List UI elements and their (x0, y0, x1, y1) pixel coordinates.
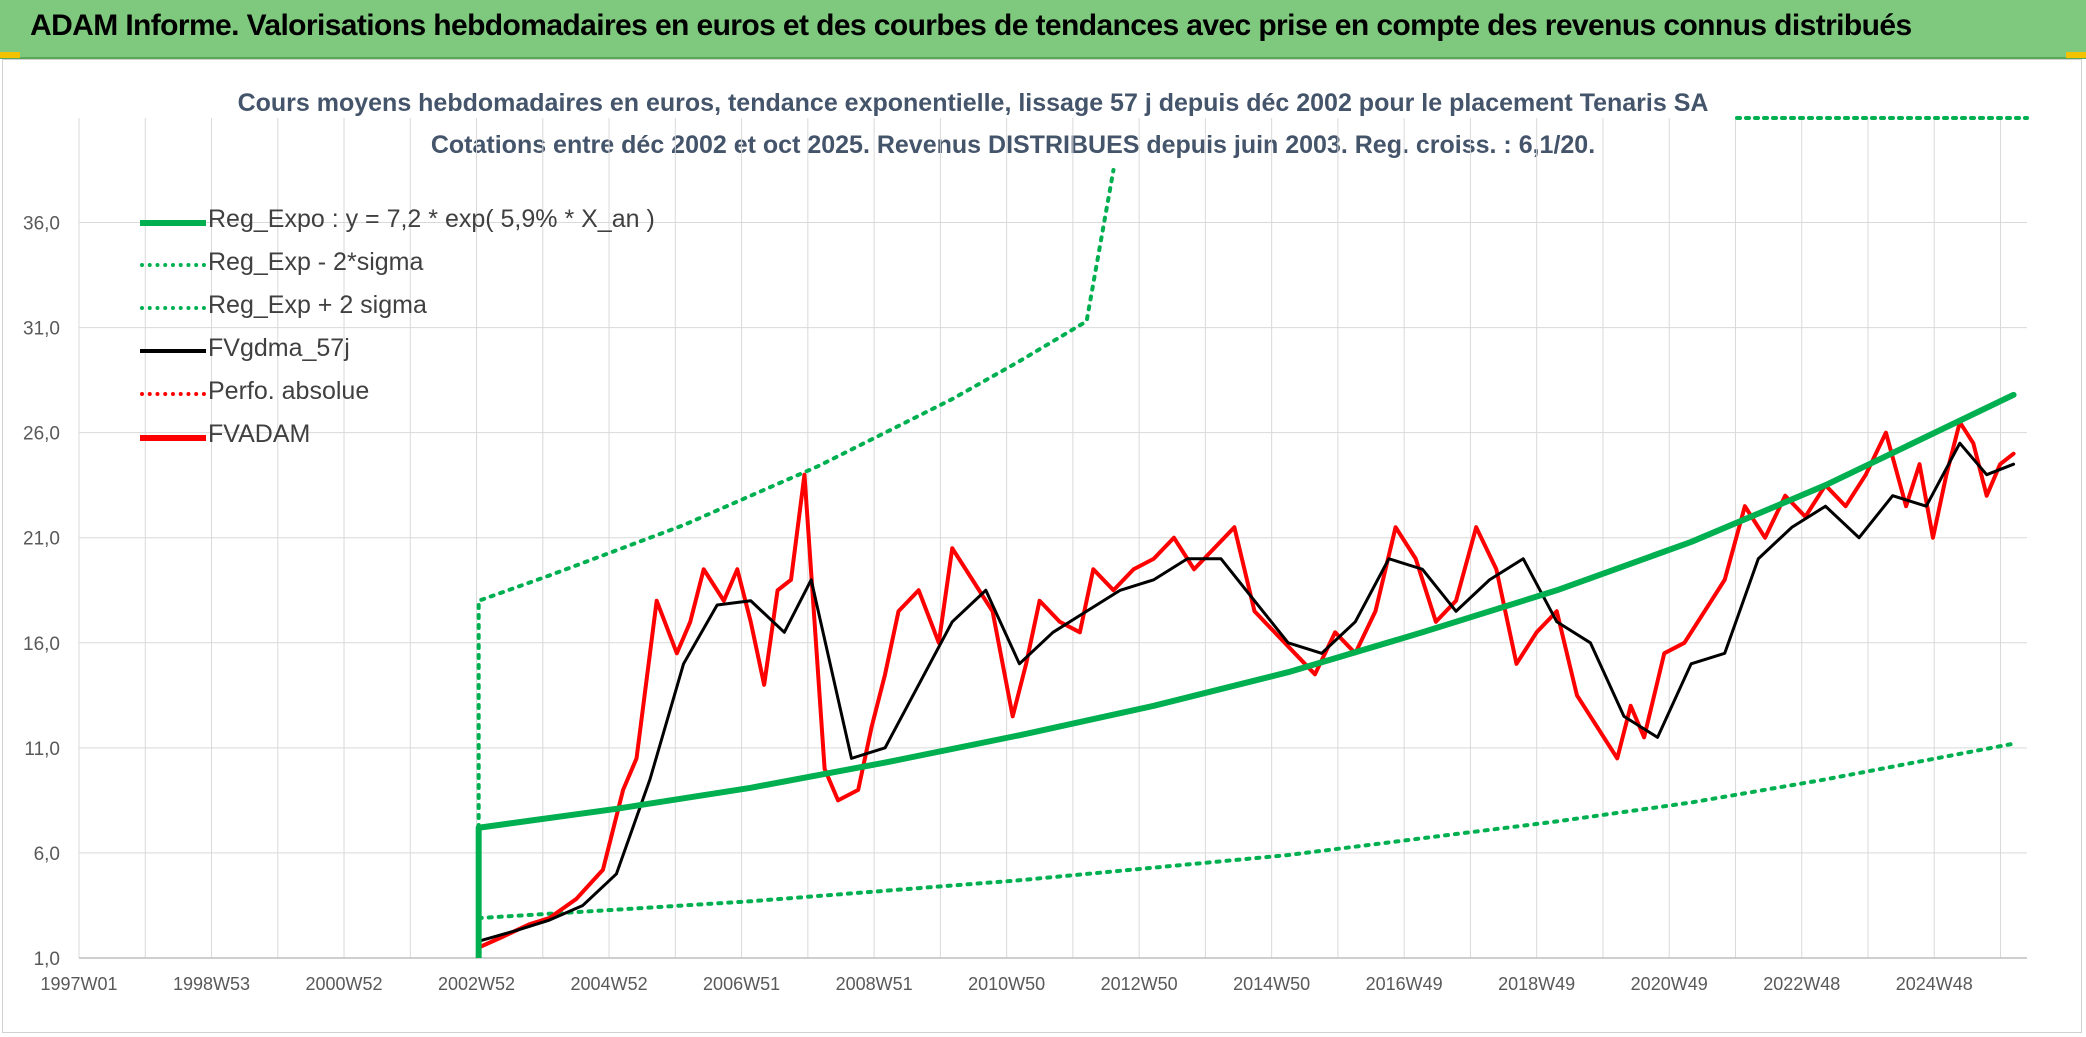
legend-label: Perfo. absolue (208, 377, 370, 405)
x-tick-label: 2016W49 (1366, 974, 1443, 994)
x-tick-label: 1997W01 (40, 974, 117, 994)
x-tick-label: 2010W50 (968, 974, 1045, 994)
x-tick-label: 2006W51 (703, 974, 780, 994)
y-tick-label: 21,0 (23, 529, 60, 550)
reg-exp-plus-2sigma-line (476, 168, 1116, 958)
reg-exp-minus-2sigma-line (476, 741, 2016, 958)
x-tick-label: 2002W52 (438, 974, 515, 994)
legend-label: Reg_Expo : y = 7,2 * exp( 5,9% * X_an ) (208, 205, 655, 233)
x-tick-label: 2024W48 (1896, 974, 1973, 994)
legend-swatch (140, 435, 206, 441)
legend-swatch (140, 263, 206, 267)
y-tick-label: 6,0 (34, 844, 60, 865)
chart-frame (2, 59, 2082, 1033)
legend-label: FVADAM (208, 420, 311, 448)
x-tick-label: 2008W51 (836, 974, 913, 994)
y-tick-label: 26,0 (23, 424, 60, 445)
legend-swatch (140, 306, 206, 310)
x-tick-label: 2004W52 (571, 974, 648, 994)
fvgdma-57j-line (477, 441, 2016, 943)
legend-swatch (140, 220, 206, 226)
x-tick-label: 2014W50 (1233, 974, 1310, 994)
x-tick-label: 2000W52 (306, 974, 383, 994)
legend-label: Reg_Exp + 2 sigma (208, 291, 427, 319)
x-tick-label: 2020W49 (1631, 974, 1708, 994)
x-tick-label: 1998W53 (173, 974, 250, 994)
y-tick-label: 16,0 (23, 634, 60, 655)
report-banner: ADAM Informe. Valorisations hebdomadaire… (0, 0, 2086, 59)
chart-title: Cours moyens hebdomadaires en euros, ten… (237, 89, 1709, 117)
legend-label: Reg_Exp - 2*sigma (208, 248, 424, 276)
x-tick-label: 2012W50 (1101, 974, 1178, 994)
y-tick-label: 31,0 (23, 319, 60, 340)
x-tick-label: 2022W48 (1763, 974, 1840, 994)
y-tick-label: 36,0 (23, 214, 60, 235)
corner-mark-left (0, 52, 20, 58)
legend-swatch (140, 349, 206, 353)
report-banner-title: ADAM Informe. Valorisations hebdomadaire… (30, 9, 1912, 42)
y-tick-label: 1,0 (34, 949, 60, 970)
legend-swatch (140, 392, 206, 396)
chart-subtitle: Cotations entre déc 2002 et oct 2025. Re… (430, 131, 1596, 159)
x-tick-label: 2018W49 (1498, 974, 1575, 994)
legend-label: FVgdma_57j (208, 334, 350, 362)
corner-mark-right (2066, 52, 2086, 58)
reg-expo-line (475, 391, 2017, 958)
y-tick-label: 11,0 (24, 739, 60, 760)
